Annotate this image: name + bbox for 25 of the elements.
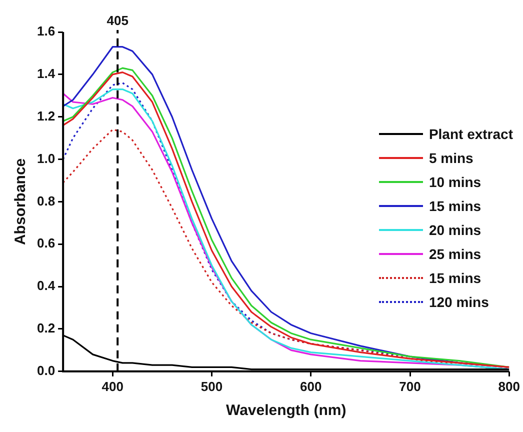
x-tick-label: 400	[102, 378, 124, 394]
y-tick-label: 1.6	[36, 24, 56, 39]
x-tick-label: 600	[300, 378, 322, 394]
y-tick-label: 0.0	[36, 362, 56, 378]
x-tick-label: 800	[498, 378, 520, 394]
y-tick-label: 0.2	[36, 320, 56, 336]
y-tick-label: 0.4	[36, 278, 56, 294]
y-tick-label: 1.4	[36, 66, 56, 82]
y-tick-label: 0.8	[36, 193, 56, 208]
x-tick-label: 500	[200, 378, 223, 394]
legend-label: 15 mins	[428, 198, 482, 214]
legend-label: 5 mins	[428, 150, 474, 166]
y-tick-label: 1.2	[36, 108, 56, 124]
legend-label: 120 mins	[428, 294, 489, 310]
legend-label: Plant extract	[428, 126, 513, 142]
x-tick-label: 700	[399, 378, 421, 394]
y-tick-label: 0.6	[36, 236, 56, 251]
legend-label: 20 mins	[428, 222, 482, 238]
legend-label: 10 mins	[428, 174, 482, 190]
x-axis-title: Wavelength (nm)	[226, 402, 346, 420]
legend-label: 25 mins	[428, 246, 482, 262]
legend-label: 15 mins	[428, 270, 482, 286]
ref-line-label: 405	[106, 13, 128, 28]
y-tick-label: 1.0	[36, 150, 56, 166]
y-axis-title: Absorbance	[12, 158, 30, 246]
